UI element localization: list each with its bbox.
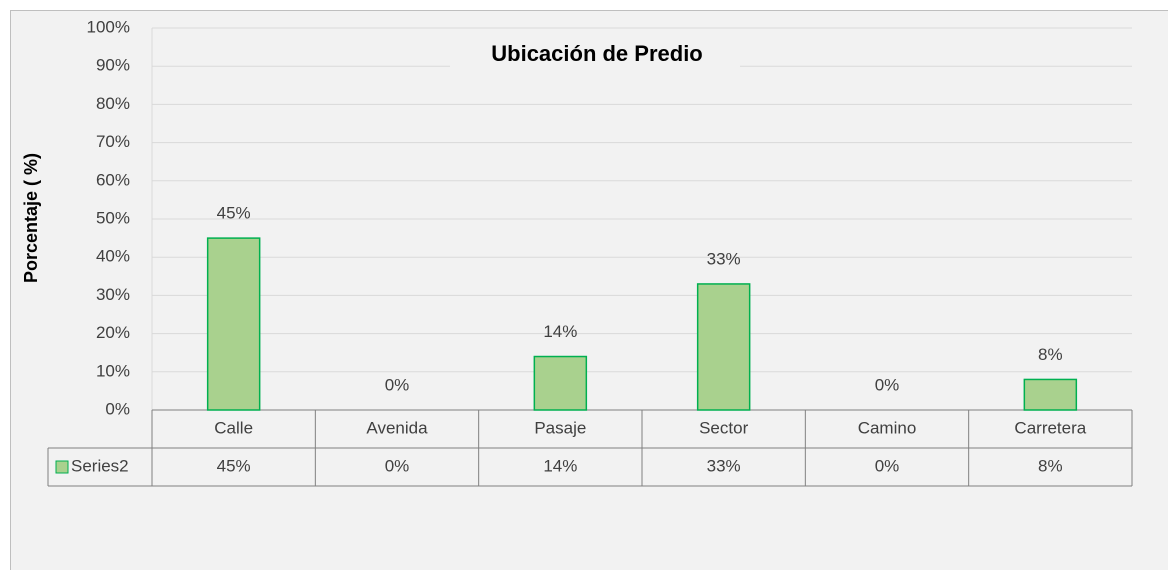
- table-value: 0%: [875, 456, 900, 475]
- y-tick-label: 0%: [105, 399, 130, 418]
- bar: [533, 355, 588, 411]
- y-tick-label: 20%: [96, 323, 130, 342]
- y-tick-label: 60%: [96, 170, 130, 189]
- x-tick-label: Camino: [858, 418, 917, 437]
- y-tick-label: 90%: [96, 56, 130, 75]
- table-value: 8%: [1038, 456, 1063, 475]
- x-tick-label: Pasaje: [534, 418, 586, 437]
- y-tick-label: 40%: [96, 247, 130, 266]
- y-tick-label: 50%: [96, 208, 130, 227]
- table-value: 45%: [217, 456, 251, 475]
- legend-swatch: [55, 460, 69, 474]
- x-tick-label: Sector: [699, 418, 748, 437]
- y-tick-label: 30%: [96, 285, 130, 304]
- grid: 0% 10% 20% 30% 40% 50% 60% 70% 80% 90% 100%: [87, 17, 1132, 418]
- table-value: 0%: [385, 456, 410, 475]
- chart-title: Ubicación de Predio: [491, 41, 703, 66]
- x-tick-label: Avenida: [366, 418, 428, 437]
- x-tick-label: Calle: [214, 418, 253, 437]
- bar: [206, 237, 261, 411]
- chart-background: [10, 10, 1168, 570]
- y-tick-label: 80%: [96, 94, 130, 113]
- data-label: 8%: [1038, 345, 1063, 364]
- data-label: 0%: [385, 375, 410, 394]
- data-label: 0%: [875, 375, 900, 394]
- title-background: [450, 38, 740, 72]
- legend-label: Series2: [71, 456, 129, 475]
- data-label: 14%: [543, 322, 577, 341]
- data-label: 33%: [707, 249, 741, 268]
- bar: [696, 283, 751, 411]
- y-tick-label: 100%: [87, 17, 130, 36]
- y-axis-label: Porcentaje ( %): [21, 153, 41, 283]
- data-label: 45%: [217, 204, 251, 223]
- y-tick-label: 10%: [96, 361, 130, 380]
- marks: Series2 Calle 45% 45% Avenida 0% 0% Pasaje 14% 14…: [47, 204, 1133, 487]
- bar: [1023, 378, 1078, 411]
- table-value: 33%: [707, 456, 741, 475]
- y-tick-label: 70%: [96, 132, 130, 151]
- x-tick-label: Carretera: [1014, 418, 1086, 437]
- table-value: 14%: [543, 456, 577, 475]
